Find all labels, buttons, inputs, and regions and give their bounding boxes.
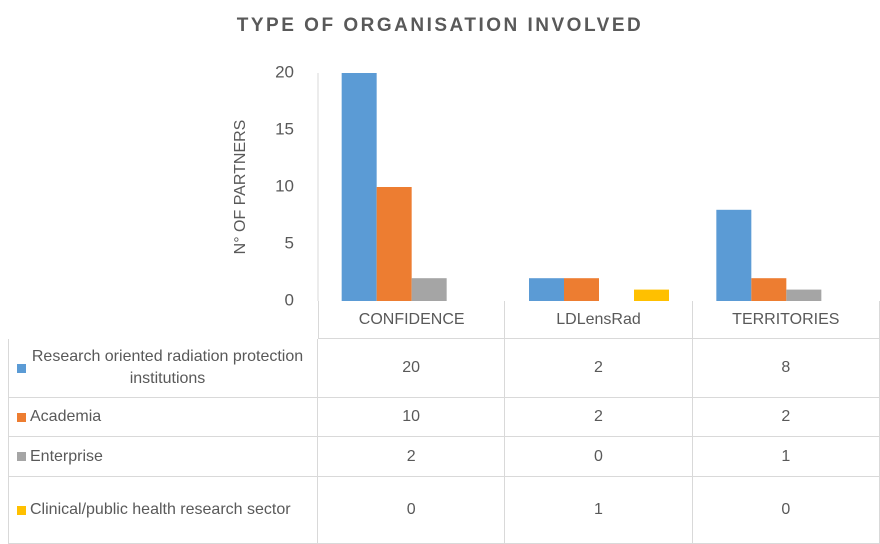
table-value: 2: [318, 437, 506, 477]
legend-cell: Research oriented radiation protection i…: [8, 339, 318, 398]
table-header-cell: TERRITORIES: [692, 301, 880, 339]
table-value: 2: [505, 339, 693, 398]
legend-key: [17, 452, 26, 461]
y-tick-label: 10: [275, 176, 294, 195]
bar: [716, 209, 752, 301]
table-value: 2: [505, 398, 693, 437]
legend-cell: Enterprise: [8, 437, 318, 477]
table-value: 0: [318, 477, 506, 544]
y-tick-label: 5: [285, 233, 294, 252]
legend-cell: Clinical/public health research sector: [8, 477, 318, 544]
table-value: 8: [692, 339, 880, 398]
chart-title: TYPE OF ORGANISATION INVOLVED: [237, 15, 643, 36]
legend-label: Research oriented radiation protection i…: [31, 348, 304, 387]
table-value: 0: [505, 437, 693, 477]
bar: [786, 289, 822, 301]
legend-label: Academia: [30, 408, 102, 425]
bar: [634, 289, 669, 301]
y-tick-label: 0: [285, 290, 294, 309]
table-value: 2: [692, 398, 880, 437]
legend-key: [17, 363, 26, 373]
bar: [529, 278, 564, 301]
y-axis-label: N° OF PARTNERS: [232, 120, 249, 255]
y-tick-label: 20: [275, 62, 294, 81]
legend-label: Enterprise: [30, 447, 103, 465]
table-value: 0: [692, 477, 880, 544]
table-header-cell: CONFIDENCE: [318, 301, 506, 339]
bar: [411, 278, 447, 301]
bar: [564, 278, 599, 301]
table-header-cell: LDLensRad: [505, 301, 693, 339]
bar: [341, 73, 377, 301]
table-value: 1: [505, 477, 693, 544]
legend-cell: Academia: [8, 398, 318, 437]
bar: [376, 187, 412, 301]
bar: [751, 278, 787, 301]
y-tick-label: 15: [275, 119, 294, 138]
table-value: 10: [318, 398, 506, 437]
legend-label: Clinical/public health research sector: [30, 501, 291, 518]
legend-key: [17, 412, 26, 422]
table-value: 1: [692, 437, 880, 477]
table-value: 20: [318, 339, 506, 398]
legend-key: [17, 505, 26, 515]
